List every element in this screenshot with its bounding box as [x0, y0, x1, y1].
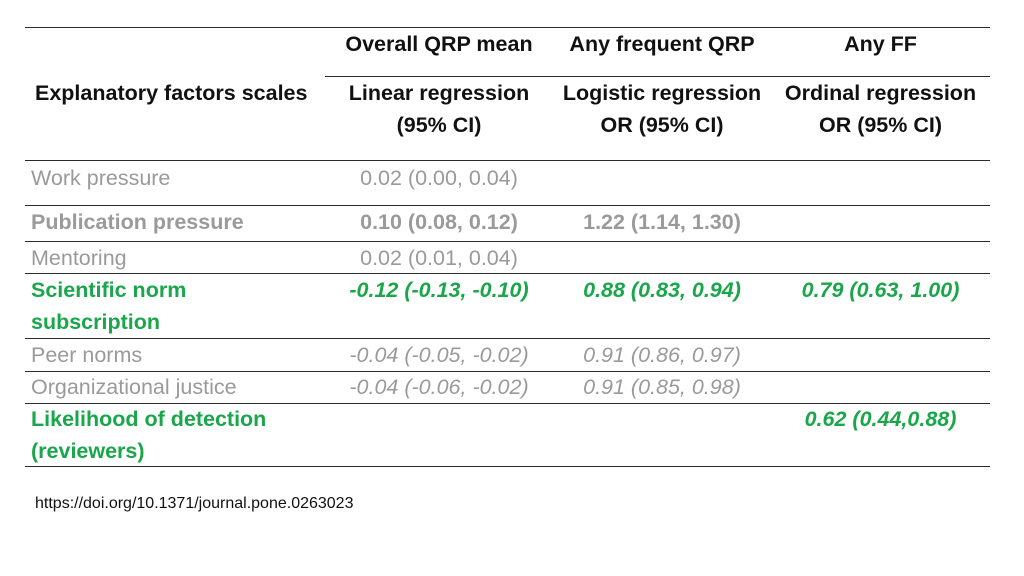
row-label-continued: (reviewers) [31, 439, 145, 463]
method-header-ordinal-ci: OR (95% CI) [818, 113, 943, 137]
row-label: Likelihood of detection [31, 407, 267, 431]
header-bottom-rule [25, 160, 990, 161]
row-label-continued: subscription [31, 310, 161, 334]
row-label: Scientific norm [31, 278, 187, 302]
source-doi: https://doi.org/10.1371/journal.pone.026… [35, 495, 354, 512]
cell-overall-qrp: 0.10 (0.08, 0.12) [360, 210, 518, 234]
row-rule [25, 273, 990, 274]
table-bottom-rule [25, 466, 990, 467]
row-rule [25, 338, 990, 339]
method-header-logistic-ci: OR (95% CI) [600, 113, 724, 137]
cell-overall-qrp: -0.04 (-0.06, -0.02) [349, 375, 529, 399]
cell-any-frequent-qrp: 1.22 (1.14, 1.30) [583, 210, 741, 234]
row-label: Publication pressure [31, 210, 244, 234]
row-label: Work pressure [31, 166, 171, 190]
cell-any-frequent-qrp: 0.88 (0.83, 0.94) [583, 278, 741, 302]
method-header-linear: Linear regression [348, 81, 530, 105]
cell-overall-qrp: 0.02 (0.00, 0.04) [360, 166, 518, 190]
row-label: Mentoring [31, 246, 127, 270]
row-rule [25, 403, 990, 404]
header-sub-rule [325, 76, 990, 77]
cell-overall-qrp: -0.12 (-0.13, -0.10) [349, 278, 529, 302]
cell-any-ff: 0.79 (0.63, 1.00) [801, 278, 960, 302]
row-rule [25, 241, 990, 242]
row-rule [25, 371, 990, 372]
row-label: Peer norms [31, 343, 143, 367]
cell-any-frequent-qrp: 0.91 (0.86, 0.97) [583, 343, 741, 367]
row-label-header: Explanatory factors scales [35, 81, 308, 105]
method-header-logistic: Logistic regression [562, 81, 762, 105]
group-header-any-frequent-qrp: Any frequent QRP [569, 32, 755, 56]
row-label: Organizational justice [31, 375, 237, 399]
row-rule [25, 205, 990, 206]
cell-overall-qrp: -0.04 (-0.05, -0.02) [349, 343, 529, 367]
table-top-rule [25, 27, 990, 28]
group-header-any-ff: Any FF [844, 32, 917, 56]
cell-any-frequent-qrp: 0.91 (0.85, 0.98) [583, 375, 741, 399]
method-header-linear-ci: (95% CI) [396, 113, 482, 137]
cell-any-ff: 0.62 (0.44,0.88) [804, 407, 957, 431]
method-header-ordinal: Ordinal regression [784, 81, 977, 105]
group-header-overall-qrp: Overall QRP mean [345, 32, 533, 56]
cell-overall-qrp: 0.02 (0.01, 0.04) [360, 246, 518, 270]
